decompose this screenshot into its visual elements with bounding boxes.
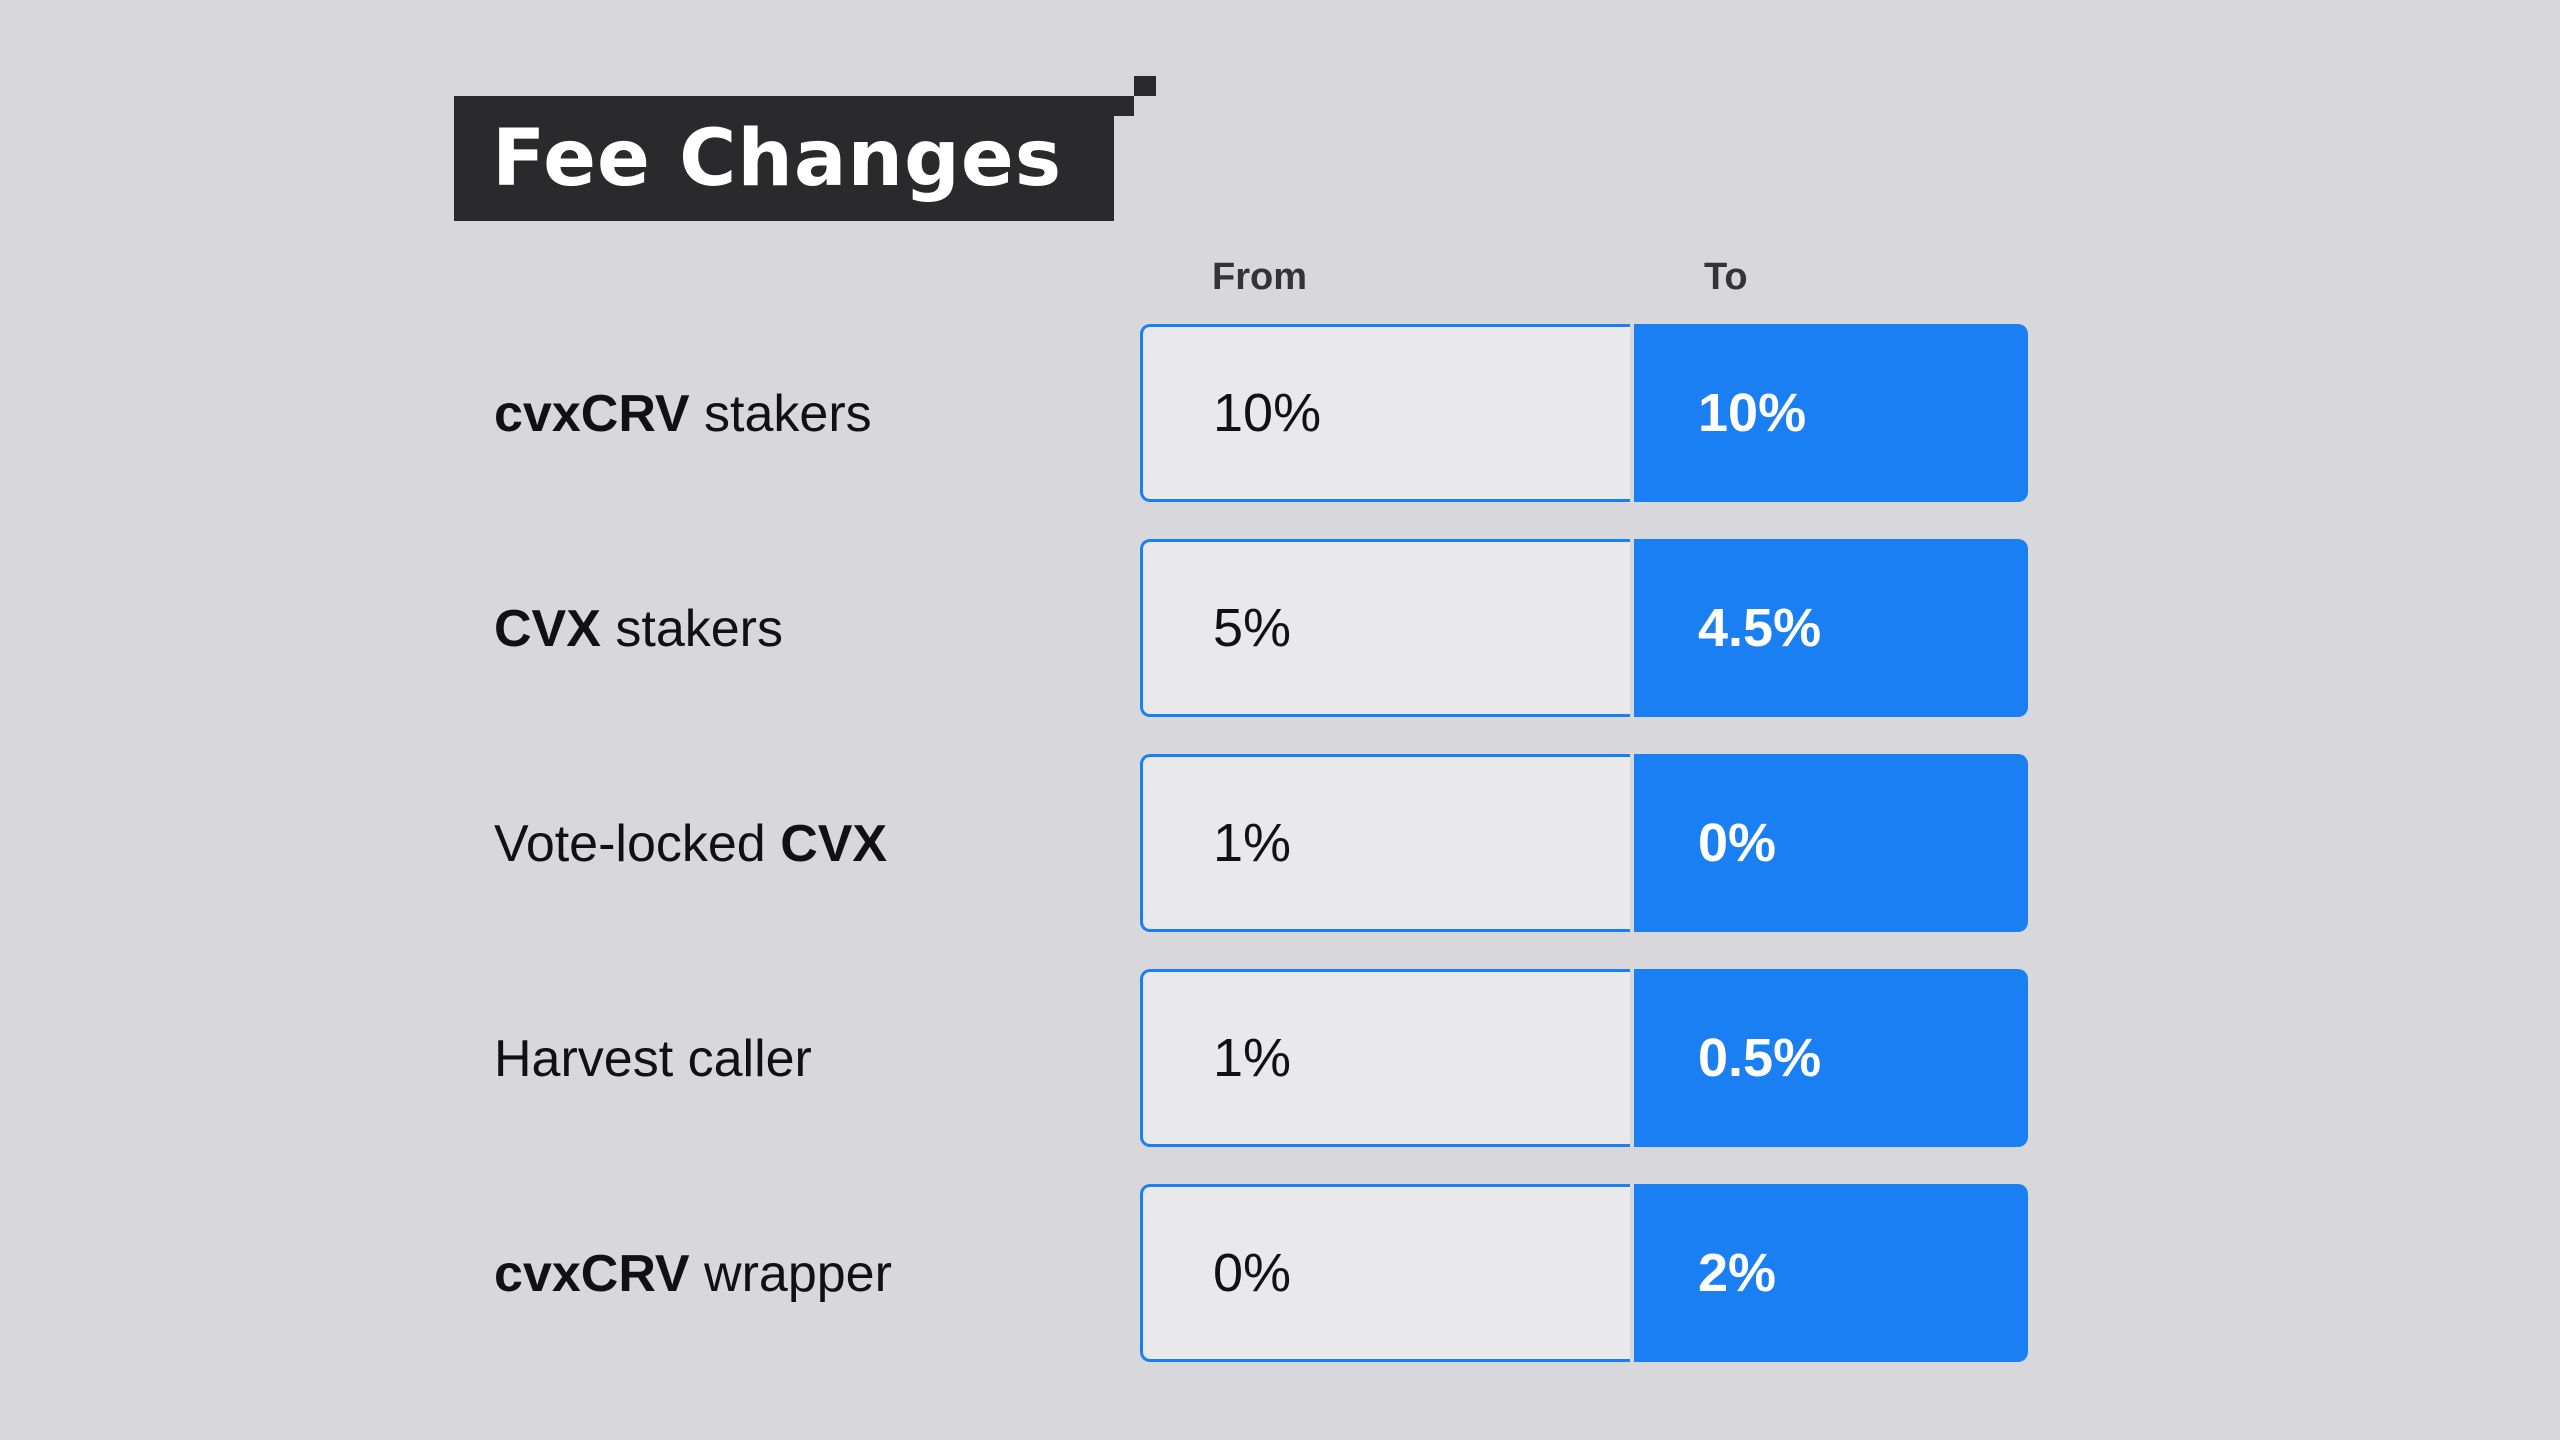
from-value: 1% xyxy=(1140,969,1630,1147)
row-label: cvxCRV wrapper xyxy=(494,1248,892,1300)
column-header-to: To xyxy=(1704,256,1748,298)
row-label: CVX stakers xyxy=(494,603,783,655)
to-value: 0.5% xyxy=(1634,969,2028,1147)
fee-row-cvxcrv-stakers: cvxCRV stakers 10% 10% xyxy=(0,324,2560,504)
row-label-rest: stakers xyxy=(689,385,872,443)
from-value: 5% xyxy=(1140,539,1630,717)
pixel-decoration-bottom xyxy=(1114,96,1134,116)
row-label-rest: wrapper xyxy=(689,1245,892,1303)
row-label: Harvest caller xyxy=(494,1033,812,1085)
row-label-pre: Harvest caller xyxy=(494,1030,812,1088)
fee-cells: 1% 0.5% xyxy=(1140,969,2028,1147)
from-value: 1% xyxy=(1140,754,1630,932)
to-value: 0% xyxy=(1634,754,2028,932)
cell-divider xyxy=(1630,1184,1634,1362)
row-label: cvxCRV stakers xyxy=(494,388,872,440)
to-value: 10% xyxy=(1634,324,2028,502)
fee-row-harvest-caller: Harvest caller 1% 0.5% xyxy=(0,969,2560,1149)
row-label-bold: cvxCRV xyxy=(494,1245,690,1303)
fee-row-cvx-stakers: CVX stakers 5% 4.5% xyxy=(0,539,2560,719)
fee-cells: 5% 4.5% xyxy=(1140,539,2028,717)
cell-divider xyxy=(1630,969,1634,1147)
fee-cells: 1% 0% xyxy=(1140,754,2028,932)
column-header-from: From xyxy=(1212,256,1307,298)
to-value: 4.5% xyxy=(1634,539,2028,717)
row-label-bold: cvxCRV xyxy=(494,385,690,443)
row-label-rest: stakers xyxy=(600,600,783,658)
to-value: 2% xyxy=(1634,1184,2028,1362)
page-title: Fee Changes xyxy=(492,113,1063,204)
cell-divider xyxy=(1630,754,1634,932)
row-label-bold: CVX xyxy=(780,815,888,873)
row-label-pre: Vote-locked xyxy=(494,815,781,873)
row-label: Vote-locked CVX xyxy=(494,818,887,870)
cell-divider xyxy=(1630,539,1634,717)
fee-cells: 0% 2% xyxy=(1140,1184,2028,1362)
fee-row-cvxcrv-wrapper: cvxCRV wrapper 0% 2% xyxy=(0,1184,2560,1364)
from-value: 0% xyxy=(1140,1184,1630,1362)
from-value: 10% xyxy=(1140,324,1630,502)
cell-divider xyxy=(1630,324,1634,502)
title-banner: Fee Changes xyxy=(454,96,1114,221)
fee-cells: 10% 10% xyxy=(1140,324,2028,502)
pixel-decoration-top xyxy=(1134,76,1156,96)
row-label-bold: CVX xyxy=(494,600,601,658)
fee-row-vote-locked-cvx: Vote-locked CVX 1% 0% xyxy=(0,754,2560,934)
